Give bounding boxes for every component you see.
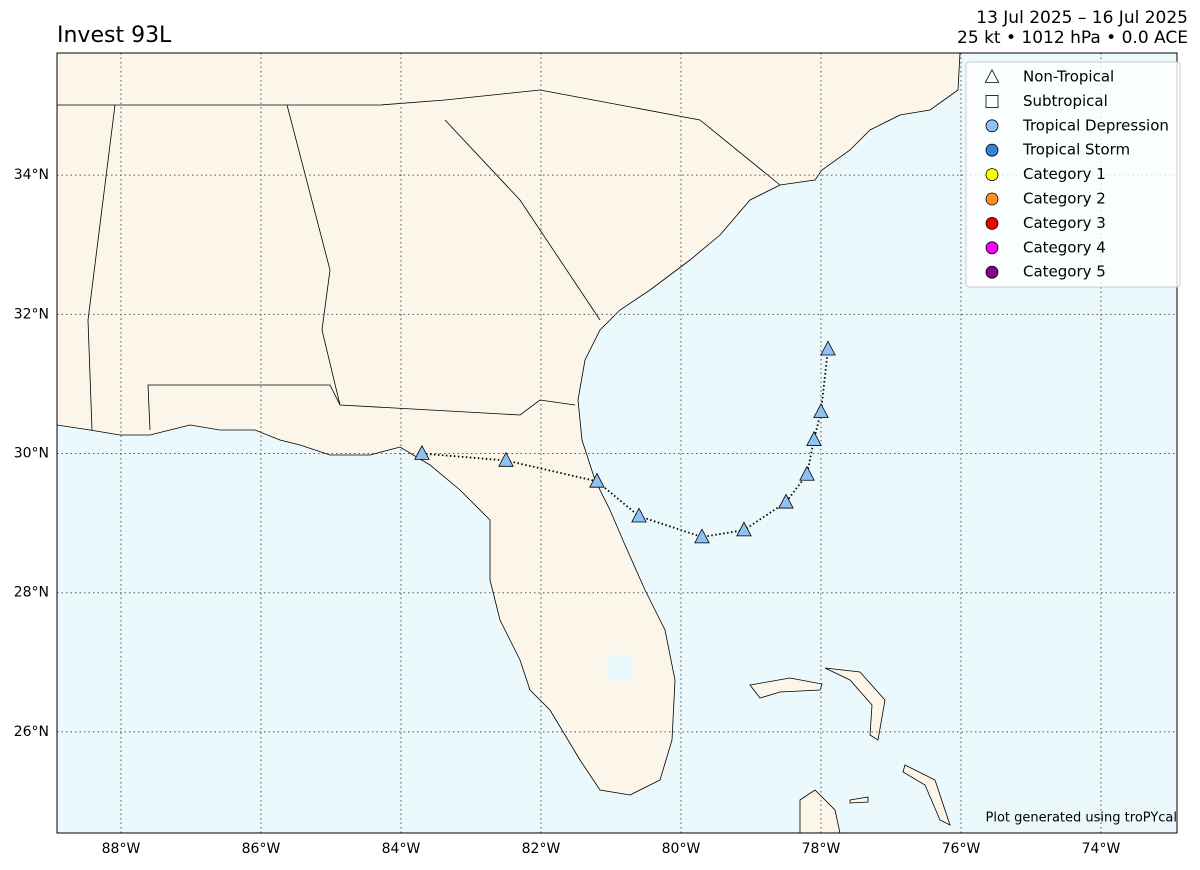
title: Invest 93L — [57, 23, 172, 48]
y-tick-label: 26°N — [14, 724, 49, 740]
track-point — [414, 444, 430, 460]
legend-marker — [985, 241, 999, 255]
legend-label: Non-Tropical — [1023, 68, 1114, 86]
legend-marker — [985, 216, 999, 230]
y-tick-label: 34°N — [14, 167, 49, 183]
state-border — [286, 104, 341, 406]
x-tick-label: 82°W — [522, 841, 561, 857]
x-tick-label: 86°W — [242, 841, 281, 857]
land — [57, 53, 961, 796]
lake — [605, 653, 635, 683]
legend-label: Subtropical — [1023, 92, 1108, 110]
footer: Plot generated using troPYcal — [986, 811, 1178, 826]
track-point — [498, 451, 514, 467]
x-tick-label: 76°W — [942, 841, 981, 857]
legend-marker — [985, 119, 999, 133]
state-border — [444, 119, 601, 321]
legend-marker — [985, 265, 999, 279]
legend: Non-Tropical Subtropical Tropical Depressi… — [965, 61, 1181, 288]
y-tick-label: 32°N — [14, 306, 49, 322]
island — [849, 796, 869, 804]
grid: 88°W 86°W 84°W 82°W 80°W 78°W 76°W 74°W 26°N 28°N… — [14, 53, 1177, 857]
island — [902, 764, 951, 826]
track — [414, 340, 836, 544]
island — [749, 677, 823, 699]
legend-marker — [985, 192, 999, 206]
track-point — [694, 528, 710, 544]
track-point — [589, 472, 605, 488]
y-tick-label: 30°N — [14, 446, 49, 462]
legend-label: Tropical Storm — [1022, 141, 1130, 159]
x-tick-label: 78°W — [802, 841, 841, 857]
x-tick-label: 88°W — [102, 841, 141, 857]
legend-marker — [985, 168, 999, 182]
y-tick-label: 28°N — [14, 585, 49, 601]
legend-label: Category 3 — [1023, 214, 1106, 232]
legend-marker — [985, 95, 999, 108]
track-point — [799, 465, 815, 481]
legend-label: Category 2 — [1023, 190, 1106, 208]
subtitle: 25 kt • 1012 hPa • 0.0 ACE — [957, 28, 1188, 48]
legend-marker — [984, 68, 1000, 83]
legend-label: Category 5 — [1023, 263, 1106, 281]
legend-marker — [985, 143, 999, 157]
map-frame — [56, 52, 1178, 834]
x-tick-label: 84°W — [382, 841, 421, 857]
legend-label: Category 1 — [1023, 165, 1106, 183]
track-point — [820, 340, 836, 356]
state-border — [57, 89, 781, 186]
subtitle: 13 Jul 2025 – 16 Jul 2025 — [976, 8, 1188, 28]
track-point — [736, 521, 752, 537]
legend-label: Tropical Depression — [1022, 116, 1169, 134]
island — [824, 667, 886, 741]
x-tick-label: 80°W — [662, 841, 701, 857]
legend-box — [965, 61, 1181, 288]
state-border — [87, 104, 116, 431]
x-tick-label: 74°W — [1082, 841, 1121, 857]
track-point — [631, 507, 647, 523]
state-border — [147, 384, 576, 431]
island — [799, 789, 841, 833]
track-point — [813, 403, 829, 419]
legend-label: Category 4 — [1023, 238, 1106, 256]
track-point — [806, 430, 822, 446]
track-point — [778, 493, 794, 509]
